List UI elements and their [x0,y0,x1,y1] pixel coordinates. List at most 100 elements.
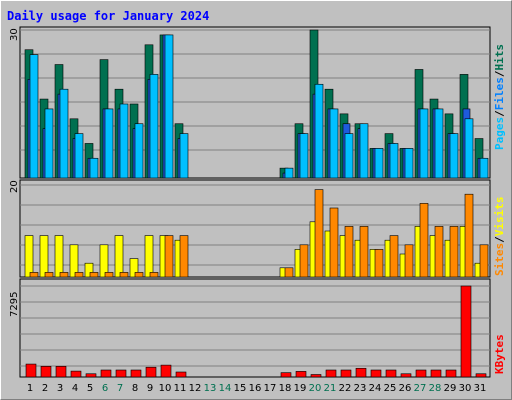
bar-files-5 [89,157,99,179]
bar-files-21 [329,108,339,179]
bar-sites-1 [29,272,39,278]
bar-files-29 [449,133,459,179]
day-label: 21 [323,383,337,394]
bar-kbytes-9 [145,366,157,378]
legend-bottom: KBytes [493,334,506,374]
bar-sites-25 [389,235,399,278]
day-label: 18 [278,383,292,394]
bar-sites-24 [374,249,384,278]
day-label: 26 [398,383,412,394]
bar-sites-21 [329,207,339,278]
panel-3 [19,278,491,378]
bar-files-28 [434,108,444,179]
bar-sites-4 [74,272,84,278]
day-label: 7 [116,383,124,394]
bar-kbytes-6 [100,369,112,378]
day-label: 17 [263,383,277,394]
bar-kbytes-8 [130,369,142,378]
legend-sites: Sites [493,242,506,276]
legend-separator: / [493,70,506,78]
bar-files-22 [344,133,354,179]
bar-visits-8 [129,258,139,278]
bar-visits-1 [24,235,34,278]
legend-pages: Pages [493,116,506,150]
bar-kbytes-22 [340,369,352,378]
bar-sites-29 [449,226,459,278]
bar-kbytes-30 [460,285,472,378]
day-label: 3 [56,383,64,394]
day-label: 13 [203,383,217,394]
bar-sites-18 [284,267,294,278]
bar-sites-10 [164,235,174,278]
bar-visits-6 [99,244,109,278]
day-label: 1 [26,383,34,394]
day-label: 24 [368,383,382,394]
legend-separator: / [493,110,506,117]
bar-visits-5 [84,262,94,278]
legend-separator: / [493,236,506,243]
bar-files-11 [179,133,189,179]
bar-files-19 [299,133,309,179]
bar-files-31 [479,157,489,179]
bar-kbytes-20 [310,374,322,378]
bar-kbytes-23 [355,367,367,378]
bar-kbytes-19 [295,371,307,378]
bar-visits-9 [144,235,154,278]
bar-kbytes-29 [445,369,457,378]
bar-files-1 [29,54,39,179]
bar-kbytes-21 [325,369,337,378]
day-label: 31 [473,383,487,394]
bar-kbytes-31 [475,373,487,378]
bar-sites-3 [59,272,69,278]
bar-visits-4 [69,244,79,278]
bar-files-26 [404,148,414,179]
y-max-label: 30 [9,28,20,41]
bar-kbytes-2 [40,366,52,378]
bar-files-4 [74,133,84,179]
bar-sites-7 [119,272,129,278]
bar-sites-8 [134,272,144,278]
day-label: 27 [413,383,427,394]
bar-sites-30 [464,193,474,278]
bar-kbytes-28 [430,369,442,378]
bar-kbytes-10 [160,364,172,378]
bar-sites-2 [44,272,54,278]
day-label: 4 [71,383,79,394]
bar-sites-27 [419,203,429,278]
bar-kbytes-11 [175,371,187,378]
bar-files-20 [314,83,324,179]
day-label: 28 [428,383,442,394]
bar-kbytes-18 [280,372,292,378]
bar-files-25 [389,143,399,179]
legend-hits: Hits [493,44,506,71]
day-label: 22 [338,383,352,394]
bar-sites-11 [179,235,189,278]
legend-visits: Visits [493,196,506,237]
bar-sites-9 [149,272,159,278]
bar-visits-7 [114,235,124,278]
day-label: 2 [41,383,49,394]
day-label: 15 [233,383,247,394]
day-label: 12 [188,383,202,394]
bar-files-9 [149,74,159,179]
bar-kbytes-3 [55,366,67,378]
bar-files-27 [419,108,429,179]
bar-sites-19 [299,244,309,278]
day-label: 14 [218,383,232,394]
bar-sites-28 [434,226,444,278]
bar-kbytes-24 [370,369,382,378]
legend-middle: Sites/Visits [493,197,506,277]
bar-sites-31 [479,244,489,278]
bar-kbytes-25 [385,369,397,378]
day-label: 25 [383,383,397,394]
bar-sites-20 [314,189,324,278]
day-label: 5 [86,383,94,394]
bar-files-23 [359,123,369,179]
bar-files-18 [284,167,294,179]
day-label: 11 [173,383,187,394]
day-label: 6 [101,383,109,394]
bar-visits-2 [39,235,49,278]
day-label: 23 [353,383,367,394]
bar-sites-5 [89,272,99,278]
